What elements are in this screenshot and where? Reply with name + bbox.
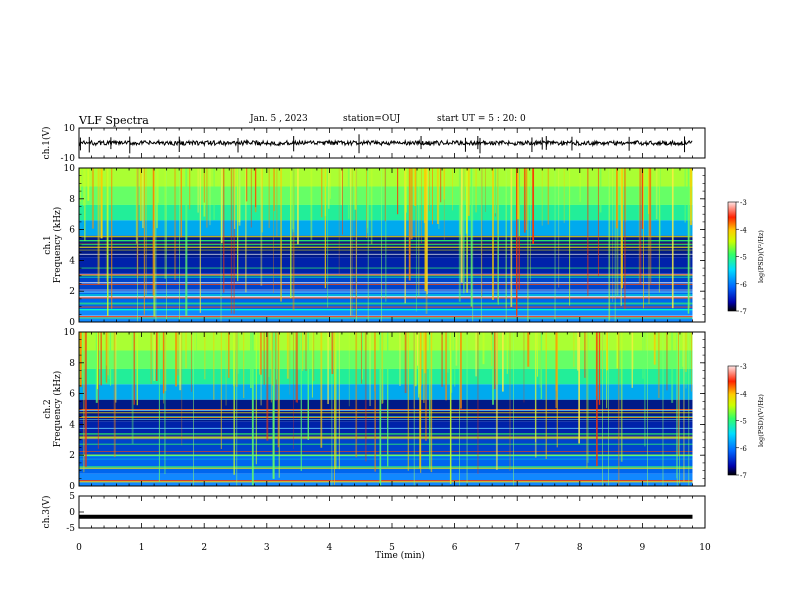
ch2-colorbar <box>727 365 737 476</box>
ch1-ylabel: ch.1 <box>43 235 53 254</box>
ch3-ylabel: ch.3(V) <box>41 496 52 529</box>
y-tick-label: 4 <box>69 420 75 430</box>
spectrogram-band <box>79 421 693 440</box>
ch2-spectrogram-image <box>79 332 693 486</box>
colorbar-tick-label: -5 <box>740 418 747 426</box>
date-label: Jan. 5 , 2023 <box>250 114 308 124</box>
colorbar-tick-label: -4 <box>740 390 747 398</box>
colorbar-tick-label: -3 <box>740 199 747 207</box>
start-time-label: start UT = 5 : 20: 0 <box>437 114 526 124</box>
colorbar-tick-label: -4 <box>740 226 747 234</box>
y-tick-label: 2 <box>69 287 75 297</box>
spectrogram-band <box>79 455 693 474</box>
x-tick-label: 10 <box>699 543 711 553</box>
x-tick-label: 8 <box>577 543 583 553</box>
x-tick-label: 1 <box>139 543 145 553</box>
x-tick-label: 2 <box>201 543 207 553</box>
colorbar-tick-label: -7 <box>740 472 747 480</box>
figure-title: VLF Spectra <box>79 114 149 127</box>
x-axis-label: Time (min) <box>375 550 425 561</box>
y-tick-label: 8 <box>69 359 75 369</box>
ch1-ylabel-freq: Frequency (kHz) <box>52 207 63 284</box>
y-tick-label: -10 <box>61 154 76 164</box>
ch1-colorbar-label: log(PSD)(V²/Hz) <box>757 230 765 283</box>
colorbar-tick-label: -7 <box>740 308 747 316</box>
y-tick-label: 2 <box>69 451 75 461</box>
spectrogram-band <box>79 439 693 456</box>
x-tick-label: 7 <box>514 543 520 553</box>
x-tick-label: 6 <box>452 543 458 553</box>
x-tick-label: 9 <box>640 543 646 553</box>
x-tick-label: 3 <box>264 543 270 553</box>
y-tick-label: 0 <box>69 482 75 492</box>
colorbar-tick-label: -6 <box>740 445 747 453</box>
station-label: station=OUJ <box>343 114 401 124</box>
spectrogram-band <box>79 473 693 486</box>
ch1-ylabel: ch.1(V) <box>41 127 52 160</box>
x-tick-label: 4 <box>327 543 333 553</box>
ch2-colorbar-label: log(PSD)(V²/Hz) <box>757 394 765 447</box>
y-tick-label: 0 <box>69 508 75 518</box>
y-tick-label: 5 <box>69 492 75 502</box>
y-tick-label: 8 <box>69 195 75 205</box>
ch2-ylabel-freq: Frequency (kHz) <box>52 371 63 448</box>
spectrogram-band <box>79 350 693 369</box>
colorbar-tick-label: -6 <box>740 281 747 289</box>
ch1-trace <box>78 138 693 148</box>
spectrogram-band <box>79 384 693 400</box>
y-tick-label: 4 <box>69 256 75 266</box>
x-tick-label: 0 <box>76 543 82 553</box>
y-tick-label: 10 <box>64 124 76 134</box>
colorbar-tick-label: -3 <box>740 363 747 371</box>
x-tick-label: 5 <box>389 543 395 553</box>
y-tick-label: 10 <box>64 328 76 338</box>
spectrogram-band <box>79 332 693 351</box>
ch1-spectrogram-image <box>79 168 693 322</box>
colorbar-tick-label: -5 <box>740 254 747 262</box>
y-tick-label: 6 <box>69 390 75 400</box>
y-tick-label: 10 <box>64 164 76 174</box>
y-tick-label: 6 <box>69 226 75 236</box>
ch1-colorbar <box>727 201 737 312</box>
y-tick-label: 0 <box>69 318 75 328</box>
spectrogram-band <box>79 368 693 385</box>
ch2-ylabel: ch.2 <box>43 399 53 418</box>
y-tick-label: -5 <box>66 524 75 534</box>
